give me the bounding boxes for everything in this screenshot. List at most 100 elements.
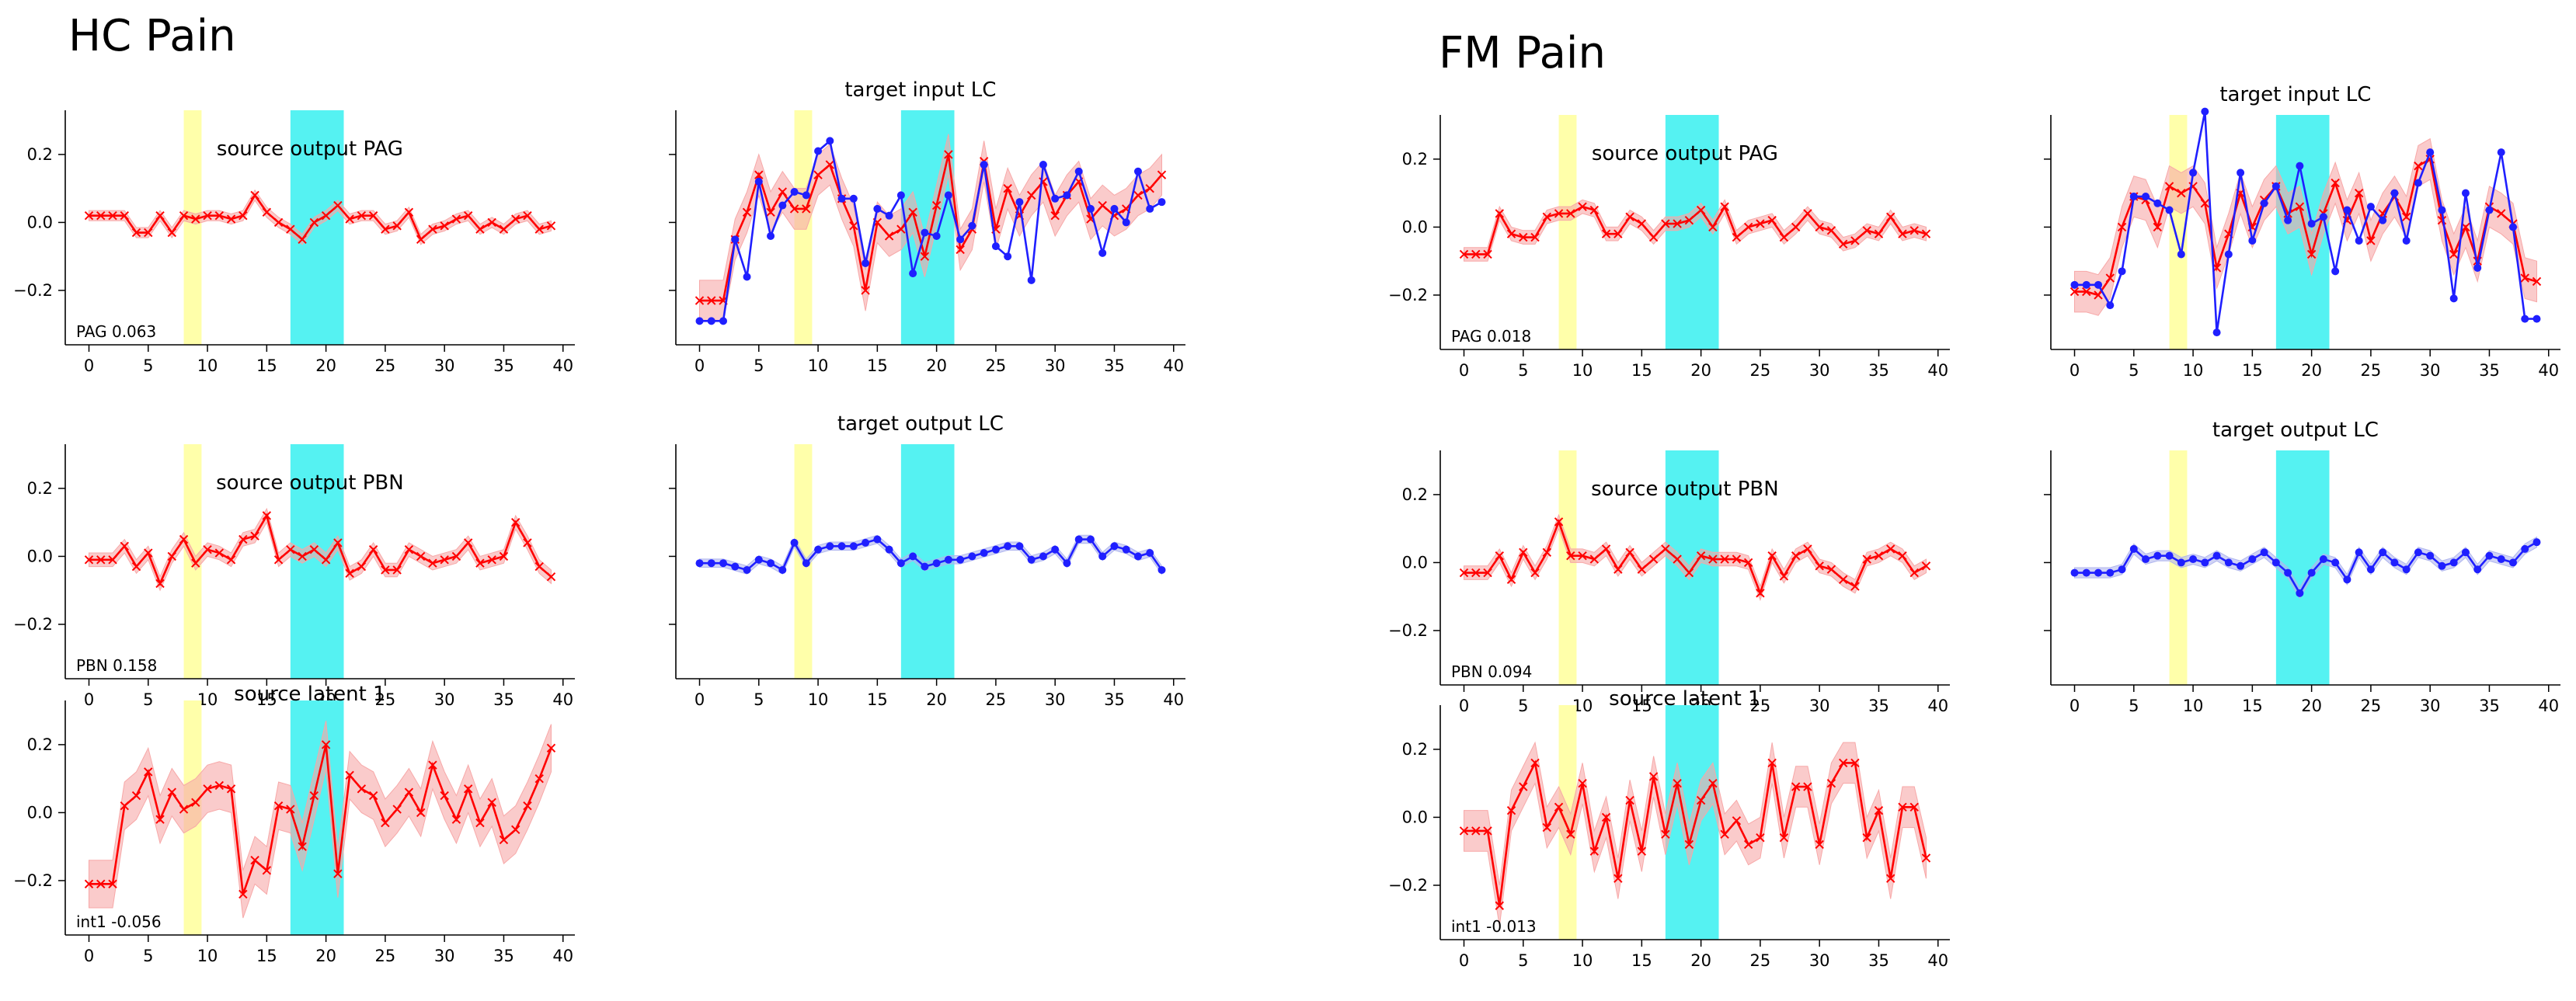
data-point: [333, 869, 343, 878]
x-tick-label: 35: [493, 690, 514, 709]
y-tick-label: 0.2: [1402, 150, 1428, 169]
data-point: [1637, 846, 1647, 856]
y-tick-label: 0.0: [1402, 808, 1428, 826]
data-point: [2343, 575, 2351, 584]
data-point: [1874, 551, 1884, 561]
group-title-hc: HC Pain: [68, 11, 236, 61]
series-line: [89, 193, 552, 242]
data-point: [1483, 568, 1492, 578]
data-point: [742, 207, 752, 217]
data-point: [511, 517, 520, 527]
x-tick-label: 20: [315, 947, 336, 965]
data-point: [980, 161, 988, 169]
x-tick-label: 25: [1750, 361, 1771, 380]
data-point: [120, 210, 129, 221]
data-point: [1909, 226, 1919, 235]
y-tick-label: 0.0: [27, 213, 53, 231]
data-point: [1133, 190, 1143, 200]
data-point: [191, 798, 200, 808]
data-point: [931, 200, 942, 210]
x-tick-label: 40: [2538, 697, 2559, 715]
data-point: [1051, 194, 1060, 203]
data-point: [956, 555, 965, 564]
data-point: [873, 535, 882, 544]
data-point: [2307, 568, 2316, 577]
data-point: [2449, 294, 2458, 303]
x-tick-label: 35: [1104, 690, 1125, 709]
data-point: [523, 210, 532, 221]
data-point: [1661, 219, 1670, 228]
x-tick-label: 25: [1750, 951, 1771, 970]
data-point: [499, 551, 509, 561]
data-point: [96, 210, 106, 221]
data-point: [2355, 236, 2363, 245]
data-point: [1157, 565, 1166, 574]
data-point: [2331, 178, 2340, 188]
y-tick-label: 0.0: [27, 803, 53, 822]
data-point: [2129, 544, 2138, 553]
data-point: [1648, 232, 1659, 242]
data-point: [226, 214, 236, 224]
data-point: [2532, 538, 2541, 547]
data-point: [2485, 206, 2494, 214]
data-point: [273, 555, 284, 565]
data-point: [1648, 554, 1659, 564]
data-point: [932, 231, 941, 240]
data-point: [428, 224, 437, 234]
data-point: [1673, 778, 1682, 788]
data-point: [1850, 236, 1860, 245]
data-point: [2485, 551, 2494, 560]
data-point: [2212, 551, 2221, 560]
data-point: [707, 559, 715, 568]
x-tick-label: 5: [143, 690, 153, 709]
x-tick-label: 5: [2129, 361, 2139, 380]
y-tick-label: 0.0: [1402, 217, 1428, 236]
data-point: [2142, 193, 2150, 201]
data-point: [1613, 565, 1623, 574]
data-point: [802, 191, 810, 200]
data-point: [2355, 548, 2363, 557]
data-point: [392, 805, 402, 814]
data-point: [766, 207, 775, 217]
data-point: [1767, 551, 1777, 561]
data-point: [790, 188, 799, 196]
x-tick-label: 15: [256, 947, 277, 965]
data-point: [968, 221, 976, 230]
data-point: [743, 565, 751, 574]
x-tick-label: 35: [1104, 356, 1125, 375]
data-point: [731, 235, 740, 244]
data-point: [1732, 816, 1742, 825]
data-point: [1779, 832, 1789, 843]
data-point: [262, 866, 272, 875]
data-point: [2366, 565, 2375, 574]
x-tick-label: 40: [552, 356, 573, 375]
data-point: [1826, 778, 1836, 788]
chart-title: target output LC: [837, 412, 1004, 436]
data-point: [1898, 802, 1907, 812]
data-point: [695, 559, 704, 568]
data-point: [499, 224, 509, 234]
data-point: [451, 815, 461, 824]
series-line: [89, 513, 552, 586]
data-point: [1039, 552, 1047, 561]
data-point: [1886, 212, 1895, 222]
x-tick-label: 0: [1459, 951, 1469, 970]
data-point: [2461, 189, 2470, 197]
data-point: [2177, 250, 2185, 259]
data-point: [754, 170, 764, 179]
highlight-span-yellow: [183, 110, 202, 345]
data-point: [131, 228, 141, 238]
data-point: [2473, 263, 2482, 272]
data-point: [2200, 199, 2210, 208]
data-point: [96, 555, 106, 565]
series-line: [2074, 541, 2538, 596]
x-tick-label: 0: [1459, 361, 1469, 380]
data-point: [1826, 565, 1836, 574]
data-point: [155, 210, 165, 221]
data-point: [2520, 273, 2529, 283]
data-point: [956, 235, 965, 244]
data-point: [1862, 226, 1871, 235]
data-point: [298, 551, 307, 561]
series-line: [699, 138, 1163, 322]
data-point: [1133, 167, 1142, 176]
